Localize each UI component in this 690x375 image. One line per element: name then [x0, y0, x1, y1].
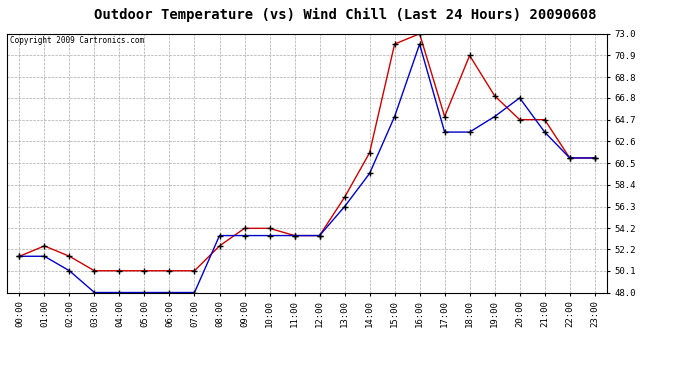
Text: Copyright 2009 Cartronics.com: Copyright 2009 Cartronics.com	[10, 36, 144, 45]
Text: Outdoor Temperature (vs) Wind Chill (Last 24 Hours) 20090608: Outdoor Temperature (vs) Wind Chill (Las…	[94, 8, 596, 22]
